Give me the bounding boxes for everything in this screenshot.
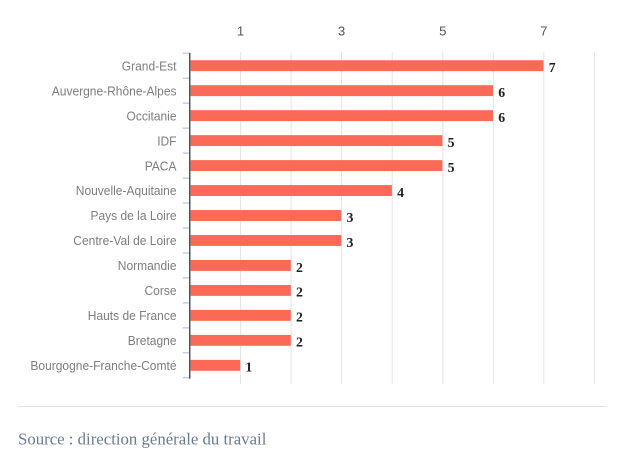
svg-text:Auvergne-Rhône-Alpes: Auvergne-Rhône-Alpes <box>52 83 177 98</box>
svg-text:Hauts de France: Hauts de France <box>88 308 177 323</box>
svg-text:Normandie: Normandie <box>118 258 177 273</box>
svg-text:3: 3 <box>347 210 354 225</box>
svg-text:Source : direction générale du: Source : direction générale du travail <box>18 430 267 449</box>
svg-text:2: 2 <box>296 260 303 275</box>
svg-text:5: 5 <box>448 160 455 175</box>
svg-text:Bretagne: Bretagne <box>128 333 177 348</box>
svg-text:PACA: PACA <box>145 158 177 173</box>
svg-text:1: 1 <box>245 360 252 375</box>
svg-text:3: 3 <box>347 235 354 250</box>
svg-text:1: 1 <box>237 23 244 38</box>
svg-text:7: 7 <box>540 23 547 38</box>
svg-text:4: 4 <box>397 185 404 200</box>
svg-text:Nouvelle-Aquitaine: Nouvelle-Aquitaine <box>76 183 177 198</box>
svg-text:6: 6 <box>498 85 505 100</box>
svg-text:Pays de la Loire: Pays de la Loire <box>91 208 177 223</box>
svg-text:Occitanie: Occitanie <box>127 108 177 123</box>
svg-text:2: 2 <box>296 285 303 300</box>
svg-text:7: 7 <box>549 60 556 75</box>
svg-text:Grand-Est: Grand-Est <box>122 58 177 73</box>
svg-text:Bourgogne-Franche-Comté: Bourgogne-Franche-Comté <box>30 358 176 373</box>
svg-text:IDF: IDF <box>157 133 176 148</box>
svg-text:2: 2 <box>296 335 303 350</box>
svg-text:2: 2 <box>296 310 303 325</box>
svg-text:5: 5 <box>439 23 446 38</box>
svg-text:6: 6 <box>498 110 505 125</box>
svg-text:5: 5 <box>448 135 455 150</box>
svg-text:Corse: Corse <box>145 283 177 298</box>
svg-text:Centre-Val de Loire: Centre-Val de Loire <box>73 233 176 248</box>
svg-text:3: 3 <box>338 23 345 38</box>
